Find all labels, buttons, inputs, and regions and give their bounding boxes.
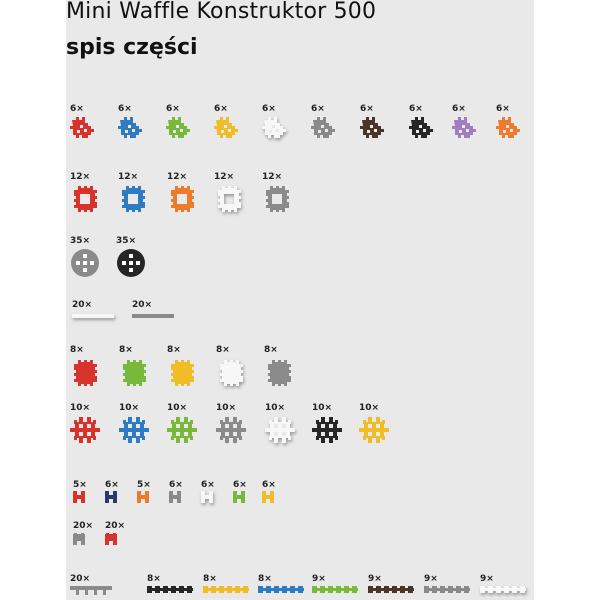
quantity-label: 12×: [118, 172, 139, 182]
corner-piece-icon: [311, 116, 339, 142]
long-piece-icon: [70, 586, 112, 596]
quantity-label: 20×: [105, 521, 126, 531]
quantity-label: 12×: [262, 172, 283, 182]
corner-piece-icon: [70, 116, 98, 142]
waffle-piece-icon: [70, 415, 100, 445]
solid-piece-icon: [264, 358, 294, 388]
corner-piece-icon: [166, 116, 194, 142]
quantity-label: 9×: [424, 574, 438, 584]
h-piece-icon: [262, 491, 274, 503]
solid-piece-icon: [216, 358, 246, 388]
h-piece-icon: [73, 491, 85, 503]
quantity-label: 8×: [258, 574, 272, 584]
quantity-label: 20×: [73, 521, 94, 531]
quantity-label: 6×: [409, 104, 423, 114]
quantity-label: 6×: [311, 104, 325, 114]
corner-piece-icon: [496, 116, 524, 142]
quantity-label: 10×: [312, 403, 333, 413]
quantity-label: 9×: [480, 574, 494, 584]
frame-piece-icon: [214, 184, 244, 214]
quantity-label: 6×: [262, 480, 276, 490]
waffle-piece-icon: [312, 415, 342, 445]
arch-piece-icon: [105, 533, 117, 545]
corner-piece-icon: [262, 116, 290, 142]
h-piece-icon: [169, 491, 181, 503]
quantity-label: 8×: [147, 574, 161, 584]
quantity-label: 8×: [264, 345, 278, 355]
waffle-piece-icon: [359, 415, 389, 445]
rod-piece-icon: [132, 313, 174, 319]
quantity-label: 6×: [360, 104, 374, 114]
corner-piece-icon: [118, 116, 146, 142]
page-subtitle: spis części: [66, 35, 198, 60]
quantity-label: 6×: [201, 480, 215, 490]
long-piece-icon: [312, 586, 358, 594]
quantity-label: 9×: [368, 574, 382, 584]
quantity-label: 6×: [452, 104, 466, 114]
corner-piece-icon: [409, 116, 437, 142]
h-piece-icon: [105, 491, 117, 503]
quantity-label: 10×: [70, 403, 91, 413]
parts-list-panel: [66, 0, 534, 600]
quantity-label: 9×: [312, 574, 326, 584]
long-piece-icon: [424, 586, 470, 594]
solid-piece-icon: [167, 358, 197, 388]
quantity-label: 10×: [119, 403, 140, 413]
waffle-piece-icon: [167, 415, 197, 445]
corner-piece-icon: [452, 116, 480, 142]
corner-piece-icon: [214, 116, 242, 142]
quantity-label: 10×: [167, 403, 188, 413]
rod-piece-icon: [72, 313, 114, 319]
round-piece-icon: [116, 248, 146, 278]
quantity-label: 6×: [105, 480, 119, 490]
arch-piece-icon: [73, 533, 85, 545]
waffle-piece-icon: [119, 415, 149, 445]
long-piece-icon: [258, 586, 304, 594]
quantity-label: 10×: [265, 403, 286, 413]
quantity-label: 6×: [70, 104, 84, 114]
corner-piece-icon: [360, 116, 388, 142]
long-piece-icon: [203, 586, 249, 594]
quantity-label: 10×: [216, 403, 237, 413]
solid-piece-icon: [70, 358, 100, 388]
quantity-label: 35×: [116, 236, 137, 246]
quantity-label: 6×: [118, 104, 132, 114]
frame-piece-icon: [70, 184, 100, 214]
waffle-piece-icon: [216, 415, 246, 445]
long-piece-icon: [147, 586, 193, 594]
frame-piece-icon: [118, 184, 148, 214]
quantity-label: 5×: [73, 480, 87, 490]
quantity-label: 12×: [70, 172, 91, 182]
quantity-label: 6×: [233, 480, 247, 490]
quantity-label: 20×: [70, 574, 91, 584]
quantity-label: 8×: [167, 345, 181, 355]
quantity-label: 20×: [132, 300, 153, 310]
quantity-label: 10×: [359, 403, 380, 413]
frame-piece-icon: [262, 184, 292, 214]
page-title: Mini Waffle Konstruktor 500: [66, 0, 377, 24]
long-piece-icon: [368, 586, 414, 594]
quantity-label: 8×: [216, 345, 230, 355]
h-piece-icon: [201, 491, 213, 503]
solid-piece-icon: [119, 358, 149, 388]
quantity-label: 8×: [203, 574, 217, 584]
quantity-label: 20×: [72, 300, 93, 310]
quantity-label: 12×: [214, 172, 235, 182]
waffle-piece-icon: [265, 415, 295, 445]
quantity-label: 6×: [169, 480, 183, 490]
quantity-label: 5×: [137, 480, 151, 490]
quantity-label: 8×: [70, 345, 84, 355]
h-piece-icon: [233, 491, 245, 503]
h-piece-icon: [137, 491, 149, 503]
quantity-label: 35×: [70, 236, 91, 246]
frame-piece-icon: [167, 184, 197, 214]
quantity-label: 6×: [166, 104, 180, 114]
quantity-label: 12×: [167, 172, 188, 182]
quantity-label: 6×: [214, 104, 228, 114]
round-piece-icon: [70, 248, 100, 278]
quantity-label: 6×: [262, 104, 276, 114]
long-piece-icon: [480, 586, 526, 594]
quantity-label: 8×: [119, 345, 133, 355]
quantity-label: 6×: [496, 104, 510, 114]
